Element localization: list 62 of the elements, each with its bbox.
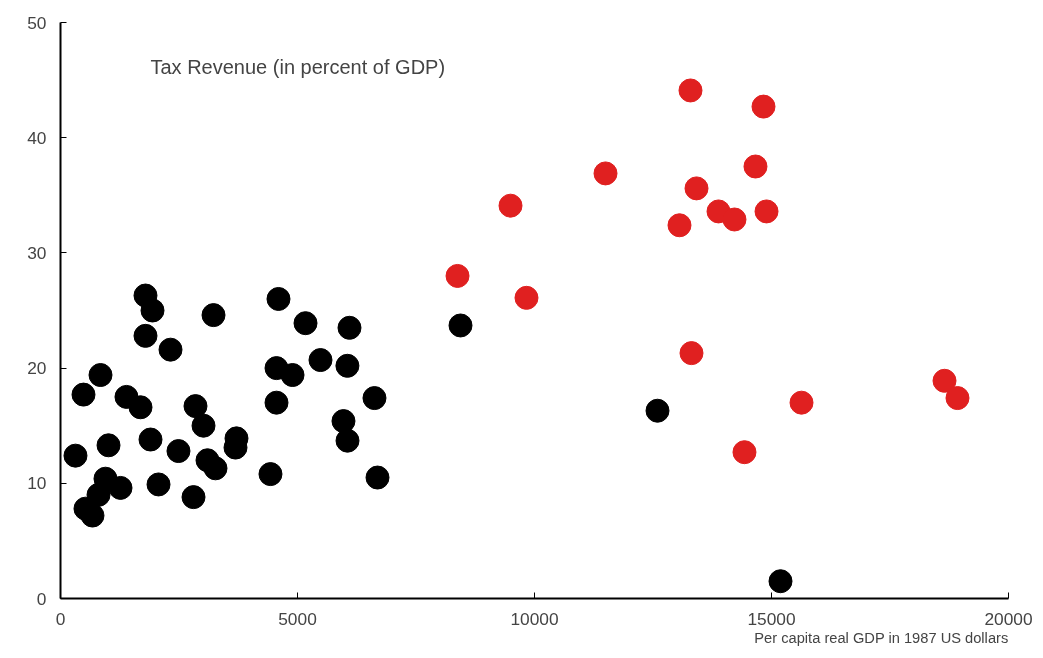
point (679, 341, 704, 366)
y-tick-label: 40 (27, 127, 47, 148)
point (203, 456, 228, 481)
y-tick-label: 10 (27, 473, 47, 494)
point (266, 287, 291, 311)
point (335, 428, 360, 453)
point (71, 382, 96, 407)
point (191, 413, 216, 438)
point (96, 433, 121, 458)
point (645, 398, 670, 423)
point (684, 176, 709, 201)
x-tick-label: 0 (55, 608, 66, 629)
point (108, 475, 133, 500)
point (337, 315, 362, 340)
point (133, 323, 158, 348)
point (932, 368, 957, 393)
point (181, 485, 206, 510)
point (308, 348, 333, 373)
point (88, 363, 113, 387)
point (293, 311, 318, 336)
point (754, 199, 779, 224)
point (335, 353, 360, 378)
point (732, 440, 757, 465)
point (80, 503, 105, 528)
point (514, 285, 539, 310)
point (498, 193, 523, 218)
point (945, 386, 970, 411)
point (158, 337, 183, 362)
point (593, 161, 618, 186)
point (448, 313, 473, 338)
point (768, 569, 793, 594)
point (138, 427, 163, 452)
y-axis-title: Tax Revenue (in percent of GDP) (150, 55, 446, 78)
point (280, 363, 305, 387)
x-axis-title: Per capita real GDP in 1987 US dollars (754, 629, 1009, 646)
point (166, 439, 191, 464)
point (751, 94, 776, 119)
y-tick-label: 50 (27, 12, 47, 33)
point (183, 394, 208, 419)
x-tick-label: 15000 (747, 608, 796, 629)
point (789, 390, 814, 415)
x-tick-label: 10000 (510, 608, 559, 629)
point (743, 154, 768, 179)
point (365, 465, 390, 490)
point (258, 462, 283, 487)
point (445, 263, 470, 288)
point (678, 78, 703, 103)
point (264, 390, 289, 415)
y-tick-label: 30 (27, 242, 47, 263)
x-tick-label: 20000 (984, 608, 1033, 629)
point (146, 472, 171, 497)
y-tick-label: 0 (36, 588, 47, 609)
point (331, 409, 356, 434)
point (63, 443, 88, 468)
point (722, 207, 747, 232)
point (667, 213, 692, 238)
point (362, 386, 387, 411)
point (140, 298, 165, 323)
x-tick-label: 5000 (278, 608, 317, 629)
point (201, 303, 226, 328)
point (128, 395, 153, 420)
y-tick-label: 20 (27, 358, 47, 379)
